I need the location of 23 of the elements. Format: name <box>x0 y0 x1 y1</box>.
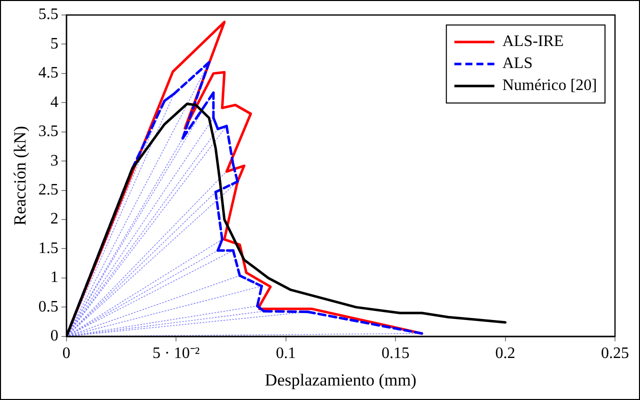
y-tick-label: 1 <box>50 269 58 286</box>
x-tick-label: 0.1 <box>276 345 296 362</box>
x-tick-label: 5 · 10⁻² <box>152 345 200 362</box>
y-axis-title: Reacción (kN) <box>10 126 30 226</box>
x-tick-label: 0.2 <box>495 345 516 362</box>
legend-label: ALS <box>502 55 533 72</box>
y-tick-label: 2.5 <box>38 182 58 199</box>
x-tick-label: 0.15 <box>382 345 410 362</box>
y-tick-label: 0.5 <box>38 298 58 316</box>
y-tick-label: 3 <box>50 152 58 170</box>
y-tick-label: 0 <box>50 328 58 345</box>
x-axis-title: Desplazamiento (mm) <box>264 370 416 390</box>
legend-label: Numérico [20] <box>502 77 598 94</box>
y-tick-label: 5 <box>50 35 58 52</box>
y-tick-label: 2 <box>50 210 58 228</box>
y-tick-label: 4.5 <box>38 64 58 82</box>
legend-label: ALS-IRE <box>502 33 564 50</box>
y-tick-label: 1.5 <box>38 240 58 257</box>
y-tick-label: 4 <box>50 94 58 111</box>
y-tick-label: 3.5 <box>38 123 58 140</box>
x-tick-label: 0 <box>62 345 70 362</box>
x-tick-label: 0.25 <box>601 345 629 362</box>
y-tick-label: 5.5 <box>38 6 58 24</box>
